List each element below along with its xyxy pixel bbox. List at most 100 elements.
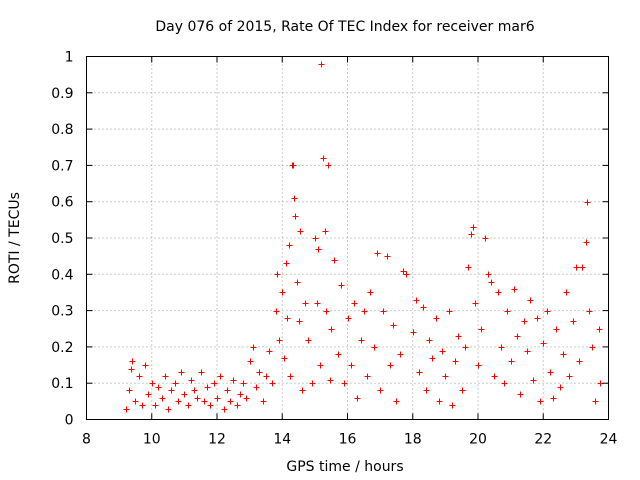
data-points (123, 61, 604, 413)
y-tick-label: 0.1 (51, 376, 73, 392)
data-point (410, 329, 417, 336)
data-point (302, 300, 309, 307)
data-point (152, 402, 159, 409)
data-point (358, 337, 365, 344)
data-point (286, 242, 293, 249)
data-point (263, 373, 270, 380)
data-point (596, 326, 603, 333)
data-point (139, 402, 146, 409)
x-tick-label: 22 (534, 432, 552, 448)
y-tick-label: 1 (65, 50, 74, 66)
data-point (211, 380, 218, 387)
x-axis-label: GPS time / hours (286, 459, 403, 475)
data-point (570, 318, 577, 325)
x-tick-label: 8 (82, 432, 91, 448)
data-point (325, 162, 332, 169)
data-point (217, 373, 224, 380)
data-point (475, 362, 482, 369)
data-point (416, 369, 423, 376)
data-point (214, 395, 221, 402)
data-point (305, 337, 312, 344)
x-tick-label: 12 (208, 432, 226, 448)
data-point (287, 373, 294, 380)
data-point (459, 387, 466, 394)
data-point (123, 406, 130, 413)
data-point (323, 308, 330, 315)
data-point (446, 308, 453, 315)
data-point (420, 304, 427, 311)
y-tick-label: 0.4 (51, 267, 73, 283)
data-point (583, 239, 590, 246)
data-point (274, 271, 281, 278)
data-point (328, 326, 335, 333)
data-point (534, 315, 541, 322)
data-point (579, 264, 586, 271)
data-point (276, 337, 283, 344)
data-point (589, 344, 596, 351)
data-point (433, 315, 440, 322)
data-point (322, 228, 329, 235)
data-point (283, 260, 290, 267)
data-point (247, 358, 254, 365)
data-point (351, 300, 358, 307)
data-point (297, 228, 304, 235)
data-point (309, 380, 316, 387)
data-point (149, 380, 156, 387)
data-point (508, 358, 515, 365)
data-point (442, 373, 449, 380)
data-point (266, 348, 273, 355)
data-point (485, 271, 492, 278)
data-point (296, 318, 303, 325)
data-point (566, 373, 573, 380)
x-tick-label: 14 (273, 432, 291, 448)
data-point (462, 344, 469, 351)
data-point (540, 340, 547, 347)
data-point (560, 351, 567, 358)
data-point (530, 377, 537, 384)
data-point (511, 286, 518, 293)
y-tick-label: 0.5 (51, 231, 73, 247)
data-point (400, 268, 407, 275)
data-point (198, 369, 205, 376)
data-point (237, 391, 244, 398)
data-point (168, 387, 175, 394)
data-point (315, 246, 322, 253)
x-tick-label: 18 (404, 432, 422, 448)
data-point (367, 289, 374, 296)
data-point (155, 384, 162, 391)
data-point (488, 279, 495, 286)
data-point (312, 235, 319, 242)
data-point (188, 377, 195, 384)
data-point (553, 326, 560, 333)
data-point (159, 395, 166, 402)
data-point (364, 373, 371, 380)
data-point (253, 384, 260, 391)
data-point (345, 315, 352, 322)
data-point (390, 322, 397, 329)
data-point (207, 402, 214, 409)
data-point (501, 380, 508, 387)
data-point (338, 282, 345, 289)
grid (86, 56, 609, 420)
data-point (243, 395, 250, 402)
data-point (221, 406, 228, 413)
data-point (260, 398, 267, 405)
data-point (449, 402, 456, 409)
data-point (269, 380, 276, 387)
data-point (413, 297, 420, 304)
axis-ticks (86, 56, 609, 420)
data-point (470, 224, 477, 231)
data-point (387, 362, 394, 369)
data-point (429, 355, 436, 362)
data-point (544, 308, 551, 315)
data-point (452, 358, 459, 365)
data-point (299, 387, 306, 394)
data-point (455, 333, 462, 340)
data-point (384, 253, 391, 260)
data-point (279, 289, 286, 296)
data-point (478, 326, 485, 333)
data-point (224, 387, 231, 394)
data-point (521, 318, 528, 325)
data-point (175, 398, 182, 405)
data-point (514, 333, 521, 340)
